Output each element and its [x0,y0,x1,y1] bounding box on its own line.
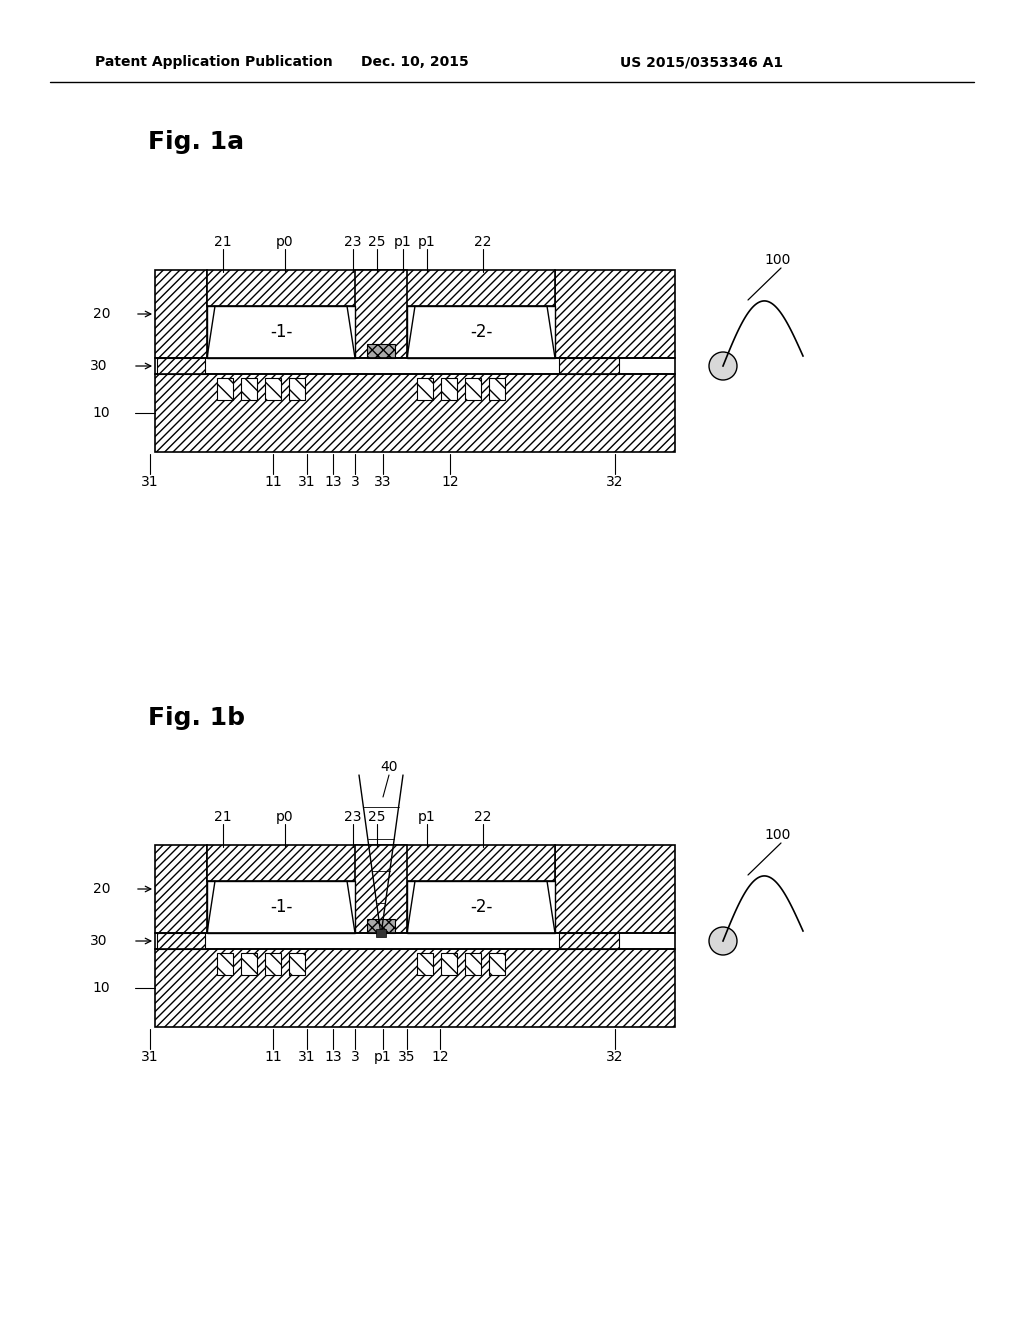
Bar [155,374,675,451]
Bar [155,949,675,1027]
Text: 23: 23 [344,810,361,824]
Text: p1: p1 [418,235,436,249]
Text: 22: 22 [474,235,492,249]
Text: 21: 21 [214,810,231,824]
Bar [157,933,205,949]
Text: -1-: -1- [269,898,292,916]
Text: p1: p1 [394,235,412,249]
Bar [157,358,205,374]
Text: 3: 3 [350,1049,359,1064]
Text: 12: 12 [431,1049,449,1064]
Bar [207,306,355,358]
Text: 100: 100 [765,253,792,267]
Bar [559,358,618,374]
Text: 30: 30 [89,359,106,374]
Text: 32: 32 [606,1049,624,1064]
Bar [555,271,675,358]
Bar [489,953,505,975]
Bar [367,919,395,933]
Text: Fig. 1b: Fig. 1b [148,706,245,730]
Bar [465,378,481,400]
Text: 31: 31 [141,475,159,488]
Bar [367,345,395,358]
Text: p0: p0 [276,810,294,824]
Text: 11: 11 [264,1049,282,1064]
Bar [241,378,257,400]
Text: 100: 100 [765,828,792,842]
Bar [407,880,555,933]
Text: 13: 13 [325,1049,342,1064]
Text: 33: 33 [374,475,392,488]
Text: 13: 13 [325,475,342,488]
Bar [207,271,555,306]
Bar [417,378,433,400]
Text: 40: 40 [380,760,397,774]
Bar [155,845,207,933]
Bar [155,933,675,949]
Bar [265,378,281,400]
Text: Patent Application Publication: Patent Application Publication [95,55,333,69]
Text: 12: 12 [441,475,459,488]
Bar [241,953,257,975]
Text: 35: 35 [398,1049,416,1064]
Bar [441,953,457,975]
Text: 20: 20 [92,882,110,896]
Text: 31: 31 [298,1049,315,1064]
Text: US 2015/0353346 A1: US 2015/0353346 A1 [620,55,783,69]
Bar [465,953,481,975]
Text: 3: 3 [350,475,359,488]
Bar [555,845,675,933]
Text: 21: 21 [214,235,231,249]
Circle shape [709,352,737,380]
Text: 11: 11 [264,475,282,488]
Text: 25: 25 [369,810,386,824]
Bar [376,929,386,937]
Text: 10: 10 [92,981,110,995]
Text: 30: 30 [89,935,106,948]
Bar [559,933,618,949]
Circle shape [709,927,737,954]
Text: 31: 31 [298,475,315,488]
Bar [217,953,233,975]
Bar [355,845,407,933]
Bar [407,306,555,358]
Text: Dec. 10, 2015: Dec. 10, 2015 [361,55,469,69]
Bar [441,378,457,400]
Bar [289,953,305,975]
Bar [207,845,555,880]
Bar [489,378,505,400]
Bar [207,880,355,933]
Bar [217,378,233,400]
Bar [265,953,281,975]
Text: -2-: -2- [470,898,493,916]
Text: 10: 10 [92,407,110,420]
Text: 23: 23 [344,235,361,249]
Bar [355,271,407,358]
Text: 31: 31 [141,1049,159,1064]
Text: -2-: -2- [470,323,493,341]
Text: p1: p1 [418,810,436,824]
Bar [155,271,207,358]
Text: Fig. 1a: Fig. 1a [148,129,244,154]
Bar [289,378,305,400]
Text: p0: p0 [276,235,294,249]
Bar [417,953,433,975]
Bar [155,358,675,374]
Text: p1: p1 [374,1049,392,1064]
Text: -1-: -1- [269,323,292,341]
Text: 25: 25 [369,235,386,249]
Text: 32: 32 [606,475,624,488]
Text: 20: 20 [92,308,110,321]
Text: 22: 22 [474,810,492,824]
